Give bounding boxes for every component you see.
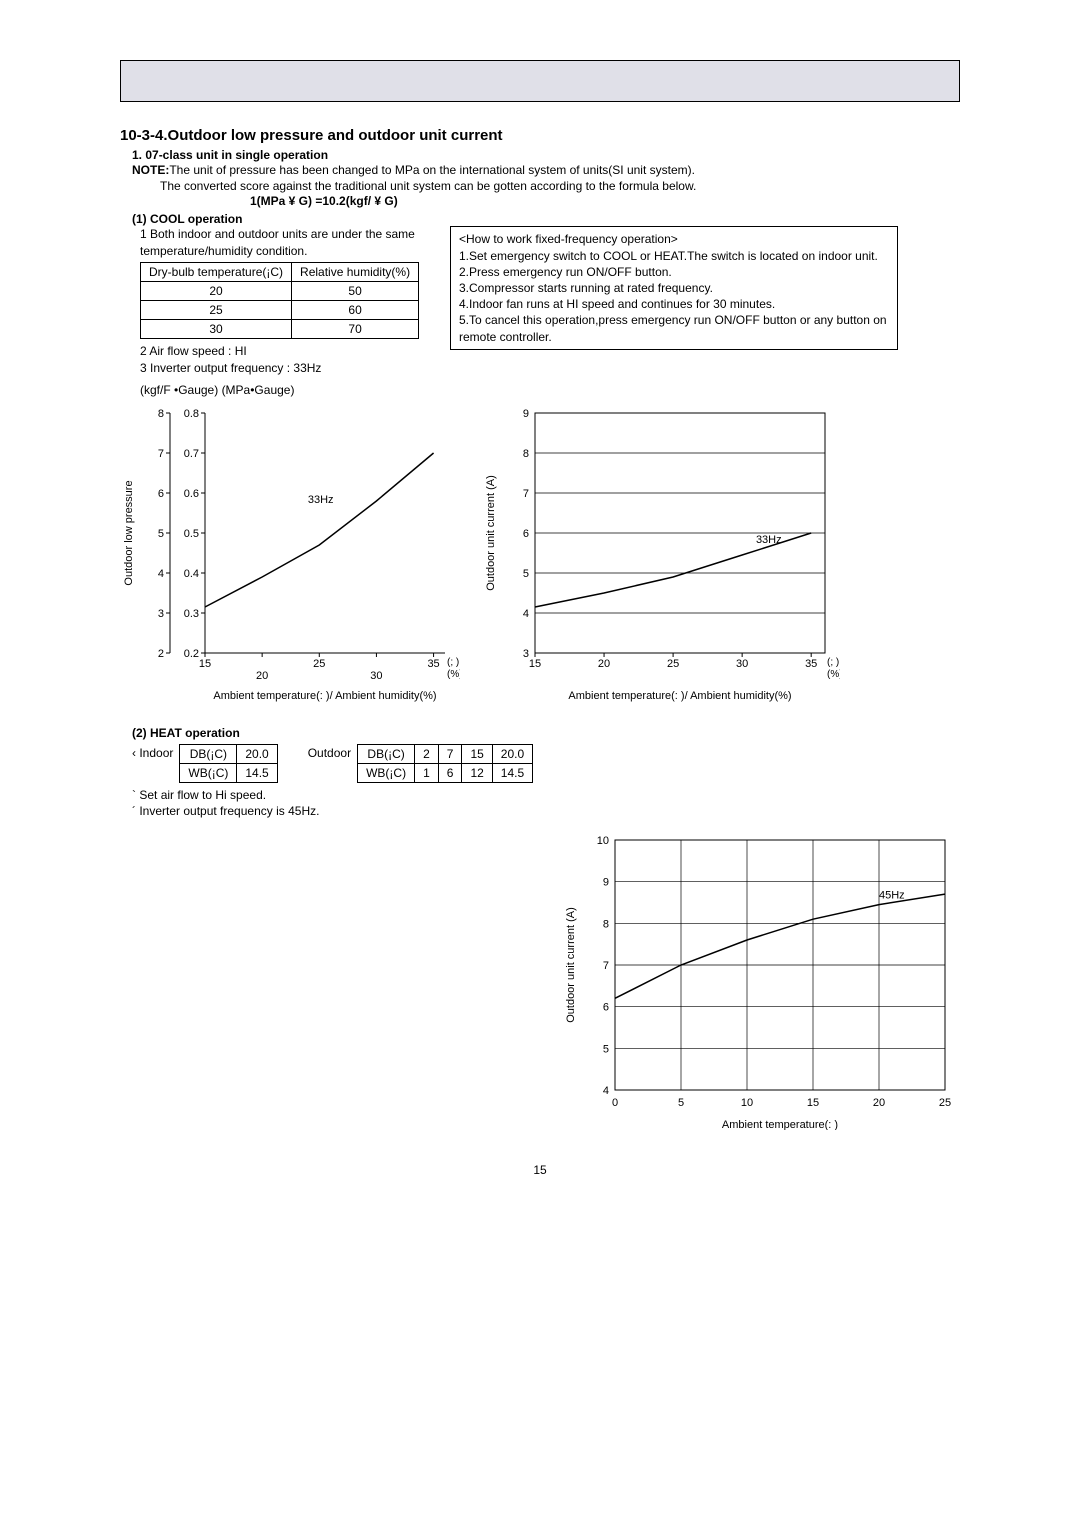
section-title: 10-3-4.Outdoor low pressure and outdoor … [120,127,960,144]
svg-text:33Hz: 33Hz [308,494,334,506]
svg-text:3: 3 [158,608,164,620]
subtitle: 1. 07-class unit in single operation [132,148,960,162]
svg-text:35: 35 [805,658,817,670]
indoor-table: DB(¡C)20.0WB(¡C)14.5 [179,744,277,783]
svg-text:7: 7 [158,448,164,460]
svg-text:15: 15 [807,1097,819,1109]
svg-text:Outdoor low pressure: Outdoor low pressure [123,480,135,585]
svg-text:20: 20 [598,658,610,670]
svg-text:25: 25 [667,658,679,670]
cool-cond1: 1 Both indoor and outdoor units are unde… [140,226,420,260]
svg-text:5: 5 [158,528,164,540]
svg-text:Ambient temperature(: ): Ambient temperature(: ) [722,1119,838,1130]
outdoor-label: Outdoor [308,744,351,760]
formula: 1(MPa ¥ G) =10.2(kgf/ ¥ G) [250,194,960,208]
cool-cond3: 3 Inverter output frequency : 33Hz [140,360,420,377]
svg-text:0.2: 0.2 [184,648,199,660]
svg-text:25: 25 [313,658,325,670]
chart1-pressure: 0.2 2 0.3 3 0.4 4 0.5 5 0.6 6 0.7 7 0.8 8 15 20 25 30 35 (;… [120,403,460,706]
svg-text:0.4: 0.4 [184,568,199,580]
svg-text:35: 35 [427,658,439,670]
svg-text:10: 10 [597,835,609,847]
info-l5: 5.To cancel this operation,press emergen… [459,312,889,344]
heat-note2: Inverter output frequency is 45Hz. [139,804,319,818]
svg-text:(%): (%) [827,669,840,680]
svg-text:4: 4 [523,608,529,620]
svg-text:5: 5 [603,1043,609,1055]
svg-text:0: 0 [612,1097,618,1109]
svg-text:30: 30 [736,658,748,670]
svg-text:2: 2 [158,648,164,660]
header-bar [120,60,960,102]
svg-text:5: 5 [678,1097,684,1109]
svg-text:8: 8 [158,408,164,420]
heat-notes: ` Set air flow to Hi speed. ´ Inverter o… [132,787,960,821]
heat-head: (2) HEAT operation [132,726,960,740]
svg-text:33Hz: 33Hz [756,534,782,546]
svg-text:20: 20 [873,1097,885,1109]
note-line2: The converted score against the traditio… [160,178,696,194]
page-number: 15 [120,1163,960,1177]
svg-text:4: 4 [158,568,164,580]
svg-text:30: 30 [370,670,382,682]
heat-note1: Set air flow to Hi speed. [139,788,266,802]
svg-text:0.8: 0.8 [184,408,199,420]
svg-text:0.5: 0.5 [184,528,199,540]
svg-text:4: 4 [603,1085,609,1097]
chart2-current: 34567891520253035(; )(%)33HzOutdoor unit… [480,403,840,706]
svg-text:6: 6 [158,488,164,500]
svg-text:6: 6 [523,528,529,540]
note-line1: The unit of pressure has been changed to… [169,163,695,177]
svg-text:7: 7 [603,960,609,972]
info-l3: 3.Compressor starts running at rated fre… [459,280,889,296]
cool-table: Dry-bulb temperature(¡C)Relative humidit… [140,262,419,339]
svg-text:8: 8 [603,918,609,930]
note-label: NOTE: [132,163,169,177]
svg-text:10: 10 [741,1097,753,1109]
svg-text:15: 15 [529,658,541,670]
svg-text:20: 20 [256,670,268,682]
svg-text:(%): (%) [447,669,460,680]
info-box: <How to work fixed-frequency operation> … [450,226,898,349]
svg-text:Outdoor unit current (A): Outdoor unit current (A) [565,907,577,1023]
info-l1: 1.Set emergency switch to COOL or HEAT.T… [459,248,889,264]
gauge-labels: (kgf/F •Gauge) (MPa•Gauge) [140,383,960,397]
svg-text:0.3: 0.3 [184,608,199,620]
info-title: <How to work fixed-frequency operation> [459,231,889,247]
indoor-label: ‹ Indoor [132,744,173,760]
svg-text:45Hz: 45Hz [879,889,905,901]
svg-text:8: 8 [523,448,529,460]
svg-text:5: 5 [523,568,529,580]
svg-text:Outdoor unit current (A): Outdoor unit current (A) [485,475,497,591]
info-l4: 4.Indoor fan runs at HI speed and contin… [459,296,889,312]
chart3-heat-current: 4 5 6 7 8 9 10 0 5 10 15 20 25 45Hz Outdoor unit curre… [560,830,960,1133]
outdoor-table: DB(¡C)271520.0WB(¡C)161214.5 [357,744,533,783]
svg-text:25: 25 [939,1097,951,1109]
svg-text:15: 15 [199,658,211,670]
svg-text:Ambient temperature(: )/ Ambi: Ambient temperature(: )/ Ambient humidit… [568,690,791,702]
svg-text:(; ): (; ) [447,657,459,668]
cool-head: (1) COOL operation [132,212,960,226]
svg-text:(; ): (; ) [827,657,839,668]
svg-text:9: 9 [603,877,609,889]
svg-text:0.6: 0.6 [184,488,199,500]
note-block: NOTE:The unit of pressure has been chang… [132,162,960,194]
cool-cond2: 2 Air flow speed : HI [140,343,420,360]
svg-text:7: 7 [523,488,529,500]
svg-text:6: 6 [603,1002,609,1014]
info-l2: 2.Press emergency run ON/OFF button. [459,264,889,280]
svg-text:Ambient temperature(: )/ Ambi: Ambient temperature(: )/ Ambient humidit… [213,690,436,702]
svg-text:0.7: 0.7 [184,448,199,460]
svg-text:9: 9 [523,408,529,420]
